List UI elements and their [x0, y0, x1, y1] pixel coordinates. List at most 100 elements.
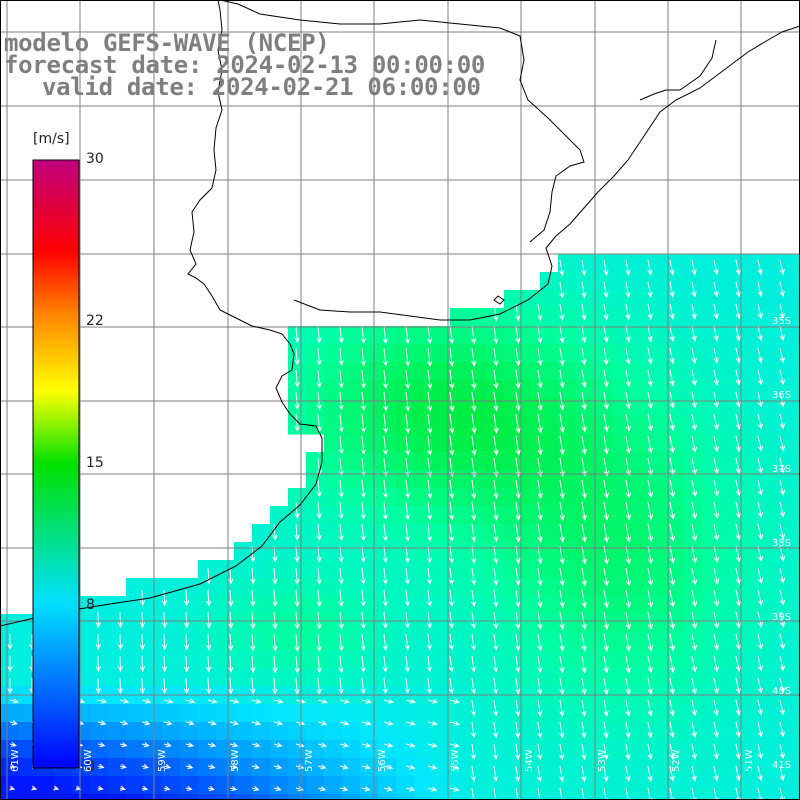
- wind-arrow: [405, 435, 411, 456]
- field-cell: [234, 632, 253, 651]
- wind-arrow: [382, 633, 388, 651]
- wind-arrow: [97, 763, 105, 769]
- wind-arrow: [295, 786, 304, 792]
- field-cell: [378, 452, 397, 471]
- field-cell: [504, 794, 523, 800]
- field-cell: [630, 434, 649, 453]
- wind-arrow: [316, 347, 322, 366]
- wind-arrow: [581, 721, 587, 739]
- field-cell: [432, 470, 451, 489]
- wind-arrow: [183, 611, 190, 629]
- colorbar-tick-label: 22: [86, 313, 104, 330]
- wind-arrow: [294, 633, 300, 653]
- field-cell: [756, 308, 775, 327]
- field-cell: [738, 416, 757, 435]
- longitude-label: 60W: [83, 749, 95, 772]
- wind-arrow: [559, 765, 565, 783]
- wind-arrow: [493, 413, 499, 434]
- field-cell: [144, 632, 163, 651]
- field-cell: [612, 452, 631, 471]
- wind-arrow: [361, 764, 371, 770]
- wind-arrow: [691, 391, 697, 409]
- wind-arrow: [449, 786, 460, 792]
- field-cell: [324, 596, 343, 615]
- field-cell: [630, 254, 649, 273]
- field-cell: [576, 758, 595, 777]
- field-cell: [594, 416, 613, 435]
- field-cell: [18, 722, 37, 741]
- field-cell: [414, 398, 433, 417]
- field-cell: [450, 596, 469, 615]
- wind-arrow: [382, 457, 389, 478]
- field-cell: [90, 650, 109, 669]
- field-cell: [108, 722, 127, 741]
- wind-arrow: [757, 743, 763, 760]
- wind-arrow: [404, 325, 411, 345]
- wind-arrow: [470, 611, 477, 629]
- wind-arrow: [449, 479, 455, 500]
- field-cell: [756, 776, 775, 795]
- field-cell: [450, 776, 469, 795]
- field-cell: [702, 488, 721, 507]
- field-cell: [666, 308, 685, 327]
- field-cell: [432, 596, 451, 615]
- wind-arrow: [735, 457, 741, 475]
- wind-arrow: [515, 435, 521, 456]
- field-cell: [666, 650, 685, 669]
- field-cell: [630, 722, 649, 741]
- wind-arrow: [317, 720, 328, 726]
- wind-arrow: [691, 633, 697, 652]
- field-cell: [504, 290, 523, 309]
- wind-arrow: [207, 764, 216, 770]
- field-cell: [540, 344, 559, 363]
- wind-arrow: [537, 303, 543, 322]
- wind-arrow: [316, 523, 322, 542]
- field-cell: [558, 704, 577, 723]
- field-cell: [180, 596, 199, 615]
- field-cell: [216, 614, 235, 633]
- wind-arrow: [669, 721, 675, 739]
- wind-arrow: [669, 413, 675, 432]
- field-cell: [450, 326, 469, 345]
- field-cell: [702, 668, 721, 687]
- wind-arrow: [625, 501, 632, 521]
- field-cell: [774, 542, 793, 561]
- field-cell: [126, 650, 145, 669]
- wind-arrow: [647, 721, 653, 739]
- wind-arrow: [139, 589, 146, 607]
- field-cell: [774, 452, 793, 471]
- field-cell: [522, 326, 541, 345]
- field-cell: [522, 650, 541, 669]
- field-cell: [756, 416, 775, 435]
- wind-arrow: [581, 699, 587, 717]
- field-cell: [36, 794, 55, 800]
- field-cell: [720, 488, 739, 507]
- field-cell: [612, 524, 631, 543]
- wind-arrow: [647, 633, 653, 652]
- wind-arrow: [581, 281, 587, 299]
- wind-arrow: [404, 545, 410, 564]
- field-cell: [486, 650, 505, 669]
- field-cell: [468, 794, 487, 800]
- wind-arrow: [603, 699, 609, 717]
- wind-arrow: [161, 589, 168, 607]
- latitude-label: 33S: [772, 168, 792, 179]
- field-cell: [180, 722, 199, 741]
- field-cell: [198, 560, 217, 579]
- wind-arrow: [779, 391, 785, 408]
- field-cell: [378, 650, 397, 669]
- field-cell: [648, 380, 667, 399]
- wind-arrow: [603, 435, 609, 455]
- field-cell: [288, 668, 307, 687]
- wind-arrow: [448, 611, 455, 629]
- wind-arrow: [228, 655, 234, 673]
- wind-arrow: [603, 765, 609, 783]
- field-cell: [270, 632, 289, 651]
- wind-arrow: [272, 633, 278, 652]
- wind-arrow: [691, 281, 697, 298]
- field-cell: [684, 290, 703, 309]
- field-cell: [504, 632, 523, 651]
- field-cell: [774, 380, 793, 399]
- wind-arrow: [448, 633, 455, 651]
- wind-arrow: [404, 655, 410, 673]
